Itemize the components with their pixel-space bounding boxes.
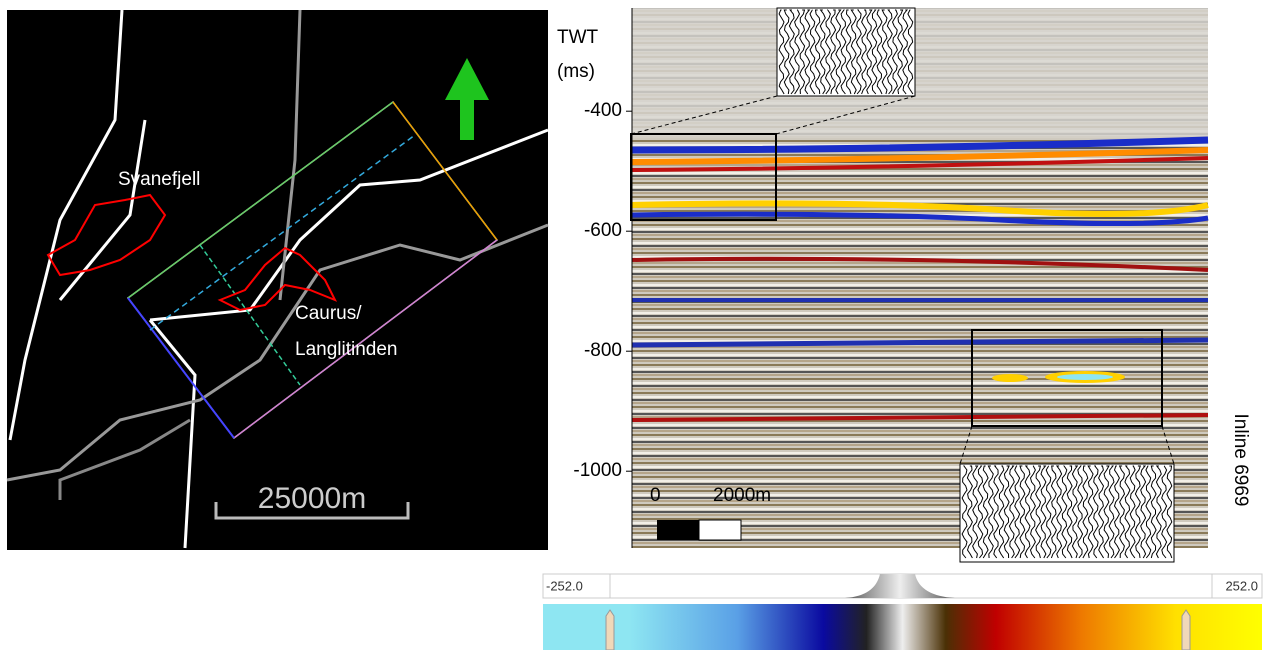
y-tick-label: -400 <box>584 100 622 121</box>
scale-bar <box>699 520 741 540</box>
page: Svanefjell Caurus/ Langlitinden 25000m T… <box>0 0 1271 655</box>
scale-bar <box>657 520 699 540</box>
seismic-section: TWT (ms) 0 2000m Inline 6969 -400 -600 -80… <box>557 8 1271 562</box>
scale-label: 25000m <box>258 482 366 515</box>
inline-label: Inline 6969 <box>1230 414 1251 507</box>
scale-label: 0 <box>650 485 661 506</box>
axis-title: TWT <box>557 27 599 48</box>
colorbar-gradient <box>543 604 1262 650</box>
axis-title: (ms) <box>557 61 595 82</box>
bright-spot <box>992 374 1028 382</box>
bright-spot <box>1057 374 1113 380</box>
colorbar-min: -252.0 <box>546 578 583 593</box>
figure: Svanefjell Caurus/ Langlitinden 25000m T… <box>0 0 1271 650</box>
y-tick-label: -600 <box>584 220 622 241</box>
scale-label: 2000m <box>713 485 771 506</box>
y-tick-label: -1000 <box>573 460 622 481</box>
map-label: Langlitinden <box>295 339 397 360</box>
map-label: Caurus/ <box>295 303 362 324</box>
water-column <box>632 8 1208 138</box>
colorbar-max: 252.0 <box>1225 578 1258 593</box>
map: Svanefjell Caurus/ Langlitinden 25000m <box>7 10 548 550</box>
clip-handle <box>606 610 614 650</box>
colorbar: -252.0 252.0 <box>543 574 1262 650</box>
map-label: Svanefjell <box>118 169 200 190</box>
y-tick-label: -800 <box>584 340 622 361</box>
clip-handle <box>1182 610 1190 650</box>
